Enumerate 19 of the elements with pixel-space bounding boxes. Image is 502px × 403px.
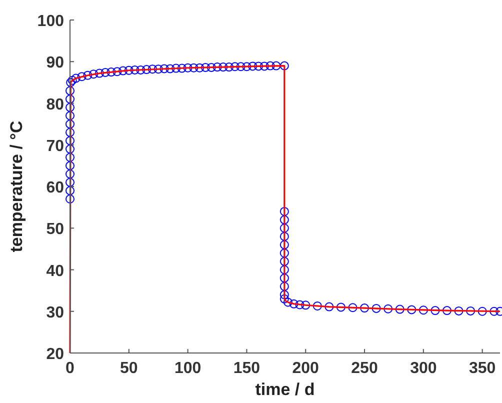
x-axis-title: time / d [255, 380, 315, 399]
y-tick-label: 100 [37, 13, 64, 30]
y-tick-label: 20 [46, 346, 64, 363]
x-tick-label: 300 [410, 360, 437, 377]
x-tick-label: 100 [174, 360, 202, 377]
y-tick-label: 40 [46, 262, 64, 280]
y-tick-label: 90 [46, 54, 64, 72]
x-tick-label: 350 [468, 360, 496, 377]
y-axis-title: temperature / °C [7, 120, 26, 252]
x-tick-label: 200 [292, 360, 320, 377]
y-tick-label: 60 [46, 180, 64, 196]
y-tick-label: 30 [46, 304, 64, 322]
x-tick-label: 0 [66, 360, 75, 377]
y-tick-label: 50 [46, 221, 64, 238]
y-tick-label: 70 [46, 138, 64, 155]
x-tick-label: 50 [120, 360, 138, 377]
y-tick-label: 80 [46, 96, 64, 114]
x-tick-label: 150 [233, 360, 260, 377]
x-tick-label: 250 [351, 360, 378, 377]
